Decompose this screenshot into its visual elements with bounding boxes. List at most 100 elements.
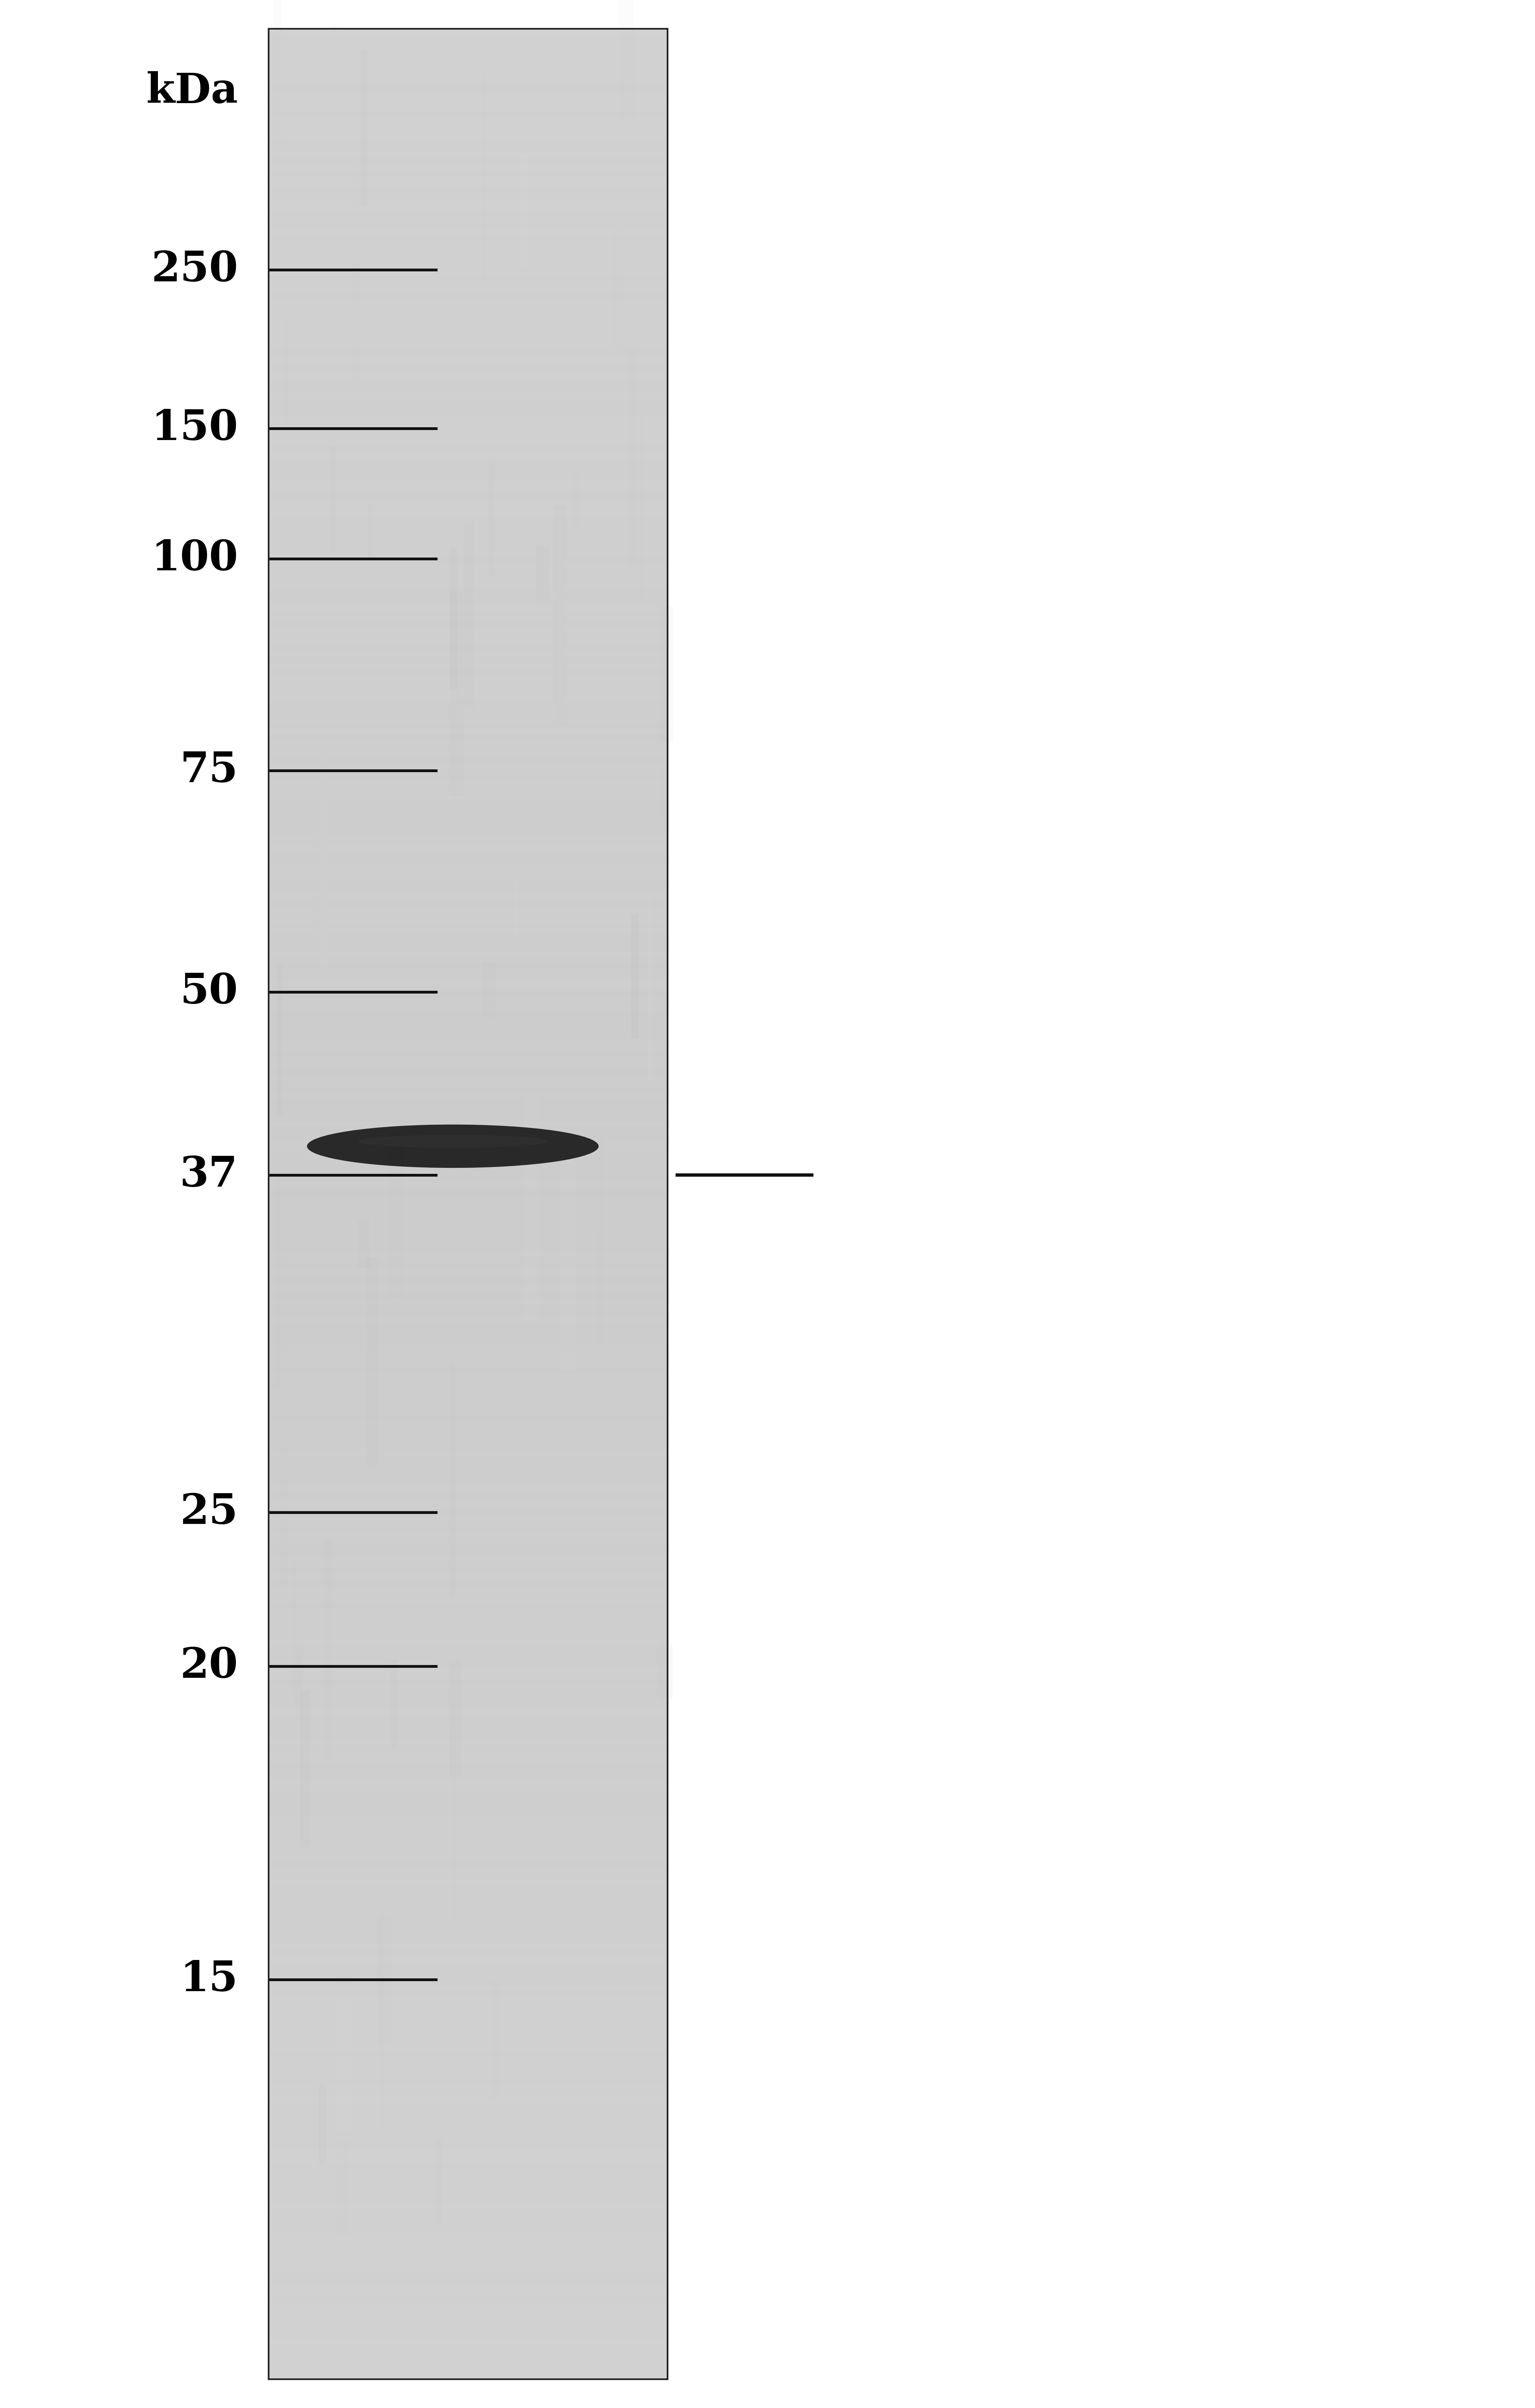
Bar — [269, 535, 668, 539]
Bar — [269, 1069, 668, 1074]
Bar — [269, 1609, 668, 1616]
Bar — [269, 1898, 668, 1902]
Bar — [269, 224, 668, 229]
Bar — [269, 453, 668, 458]
Bar — [269, 1662, 668, 1669]
Bar — [499, 681, 505, 759]
Bar — [269, 958, 668, 963]
Bar — [269, 1527, 668, 1534]
Bar — [269, 968, 668, 975]
Bar — [269, 77, 668, 82]
Bar — [269, 1563, 668, 1568]
Bar — [269, 1845, 668, 1849]
Bar — [269, 1334, 668, 1339]
Bar — [269, 2261, 668, 2268]
Bar — [269, 1604, 668, 1609]
Bar — [269, 1081, 668, 1086]
Bar — [269, 1657, 668, 1662]
Bar — [269, 352, 668, 359]
Bar — [269, 246, 668, 253]
Bar — [269, 975, 668, 980]
Bar — [269, 2090, 668, 2097]
Bar — [269, 1926, 668, 1934]
Bar — [269, 1503, 668, 1510]
Bar — [269, 1645, 668, 1649]
Bar — [269, 393, 668, 400]
Bar — [269, 1808, 668, 1816]
Bar — [269, 1380, 668, 1387]
Bar — [269, 2237, 668, 2244]
Bar — [269, 1640, 668, 1645]
Bar — [269, 1587, 668, 1592]
Bar — [269, 193, 668, 200]
Bar — [279, 1394, 287, 1594]
Bar — [450, 549, 457, 689]
Bar — [269, 335, 668, 340]
Bar — [269, 2355, 668, 2362]
Bar — [269, 939, 668, 946]
Bar — [269, 217, 668, 224]
Bar — [269, 1269, 668, 1274]
Bar — [269, 1180, 668, 1187]
Bar — [269, 1885, 668, 1890]
Bar — [269, 1105, 668, 1110]
Bar — [269, 527, 668, 535]
Text: 250: 250 — [150, 250, 238, 289]
Bar — [269, 840, 668, 845]
Bar — [269, 1890, 668, 1898]
Bar — [269, 910, 668, 915]
Bar — [269, 1743, 668, 1751]
Bar — [378, 1917, 391, 2044]
Bar — [269, 886, 668, 893]
Bar — [482, 963, 496, 1016]
Bar — [295, 1642, 302, 1705]
Bar — [269, 1861, 668, 1869]
Bar — [276, 966, 282, 1115]
Bar — [269, 1515, 668, 1522]
Bar — [269, 1346, 668, 1351]
Bar — [269, 364, 668, 371]
Bar — [269, 600, 668, 604]
Bar — [269, 2155, 668, 2162]
Bar — [269, 287, 668, 294]
Bar — [269, 934, 668, 939]
Bar — [269, 171, 668, 176]
Bar — [269, 1469, 668, 1474]
Bar — [269, 1979, 668, 1987]
Bar — [269, 2314, 668, 2321]
Bar — [269, 282, 668, 287]
Bar — [269, 992, 668, 999]
Bar — [269, 1857, 668, 1861]
Bar — [269, 2203, 668, 2208]
Bar — [269, 294, 668, 299]
Bar — [269, 665, 668, 669]
Bar — [269, 1062, 668, 1069]
Bar — [269, 482, 668, 486]
Bar — [269, 1796, 668, 1804]
Bar — [269, 1115, 668, 1122]
Bar — [450, 1363, 456, 1597]
Bar — [269, 2167, 668, 2174]
Bar — [269, 470, 668, 474]
Bar — [269, 698, 668, 706]
Bar — [269, 568, 668, 576]
Bar — [269, 2020, 668, 2028]
Bar — [269, 128, 668, 135]
Bar — [361, 48, 367, 207]
Bar — [269, 686, 668, 694]
Bar — [269, 2179, 668, 2184]
Bar — [269, 1098, 668, 1105]
Bar — [269, 506, 668, 510]
Bar — [299, 1690, 310, 1847]
Bar — [269, 1621, 668, 1628]
Bar — [269, 1498, 668, 1503]
Bar — [269, 523, 668, 527]
Bar — [269, 2044, 668, 2049]
Bar — [269, 1616, 668, 1621]
Bar — [269, 147, 668, 152]
Bar — [648, 891, 654, 1081]
Bar — [269, 2273, 668, 2280]
Bar — [573, 474, 579, 530]
Bar — [269, 205, 668, 212]
Bar — [269, 804, 668, 811]
